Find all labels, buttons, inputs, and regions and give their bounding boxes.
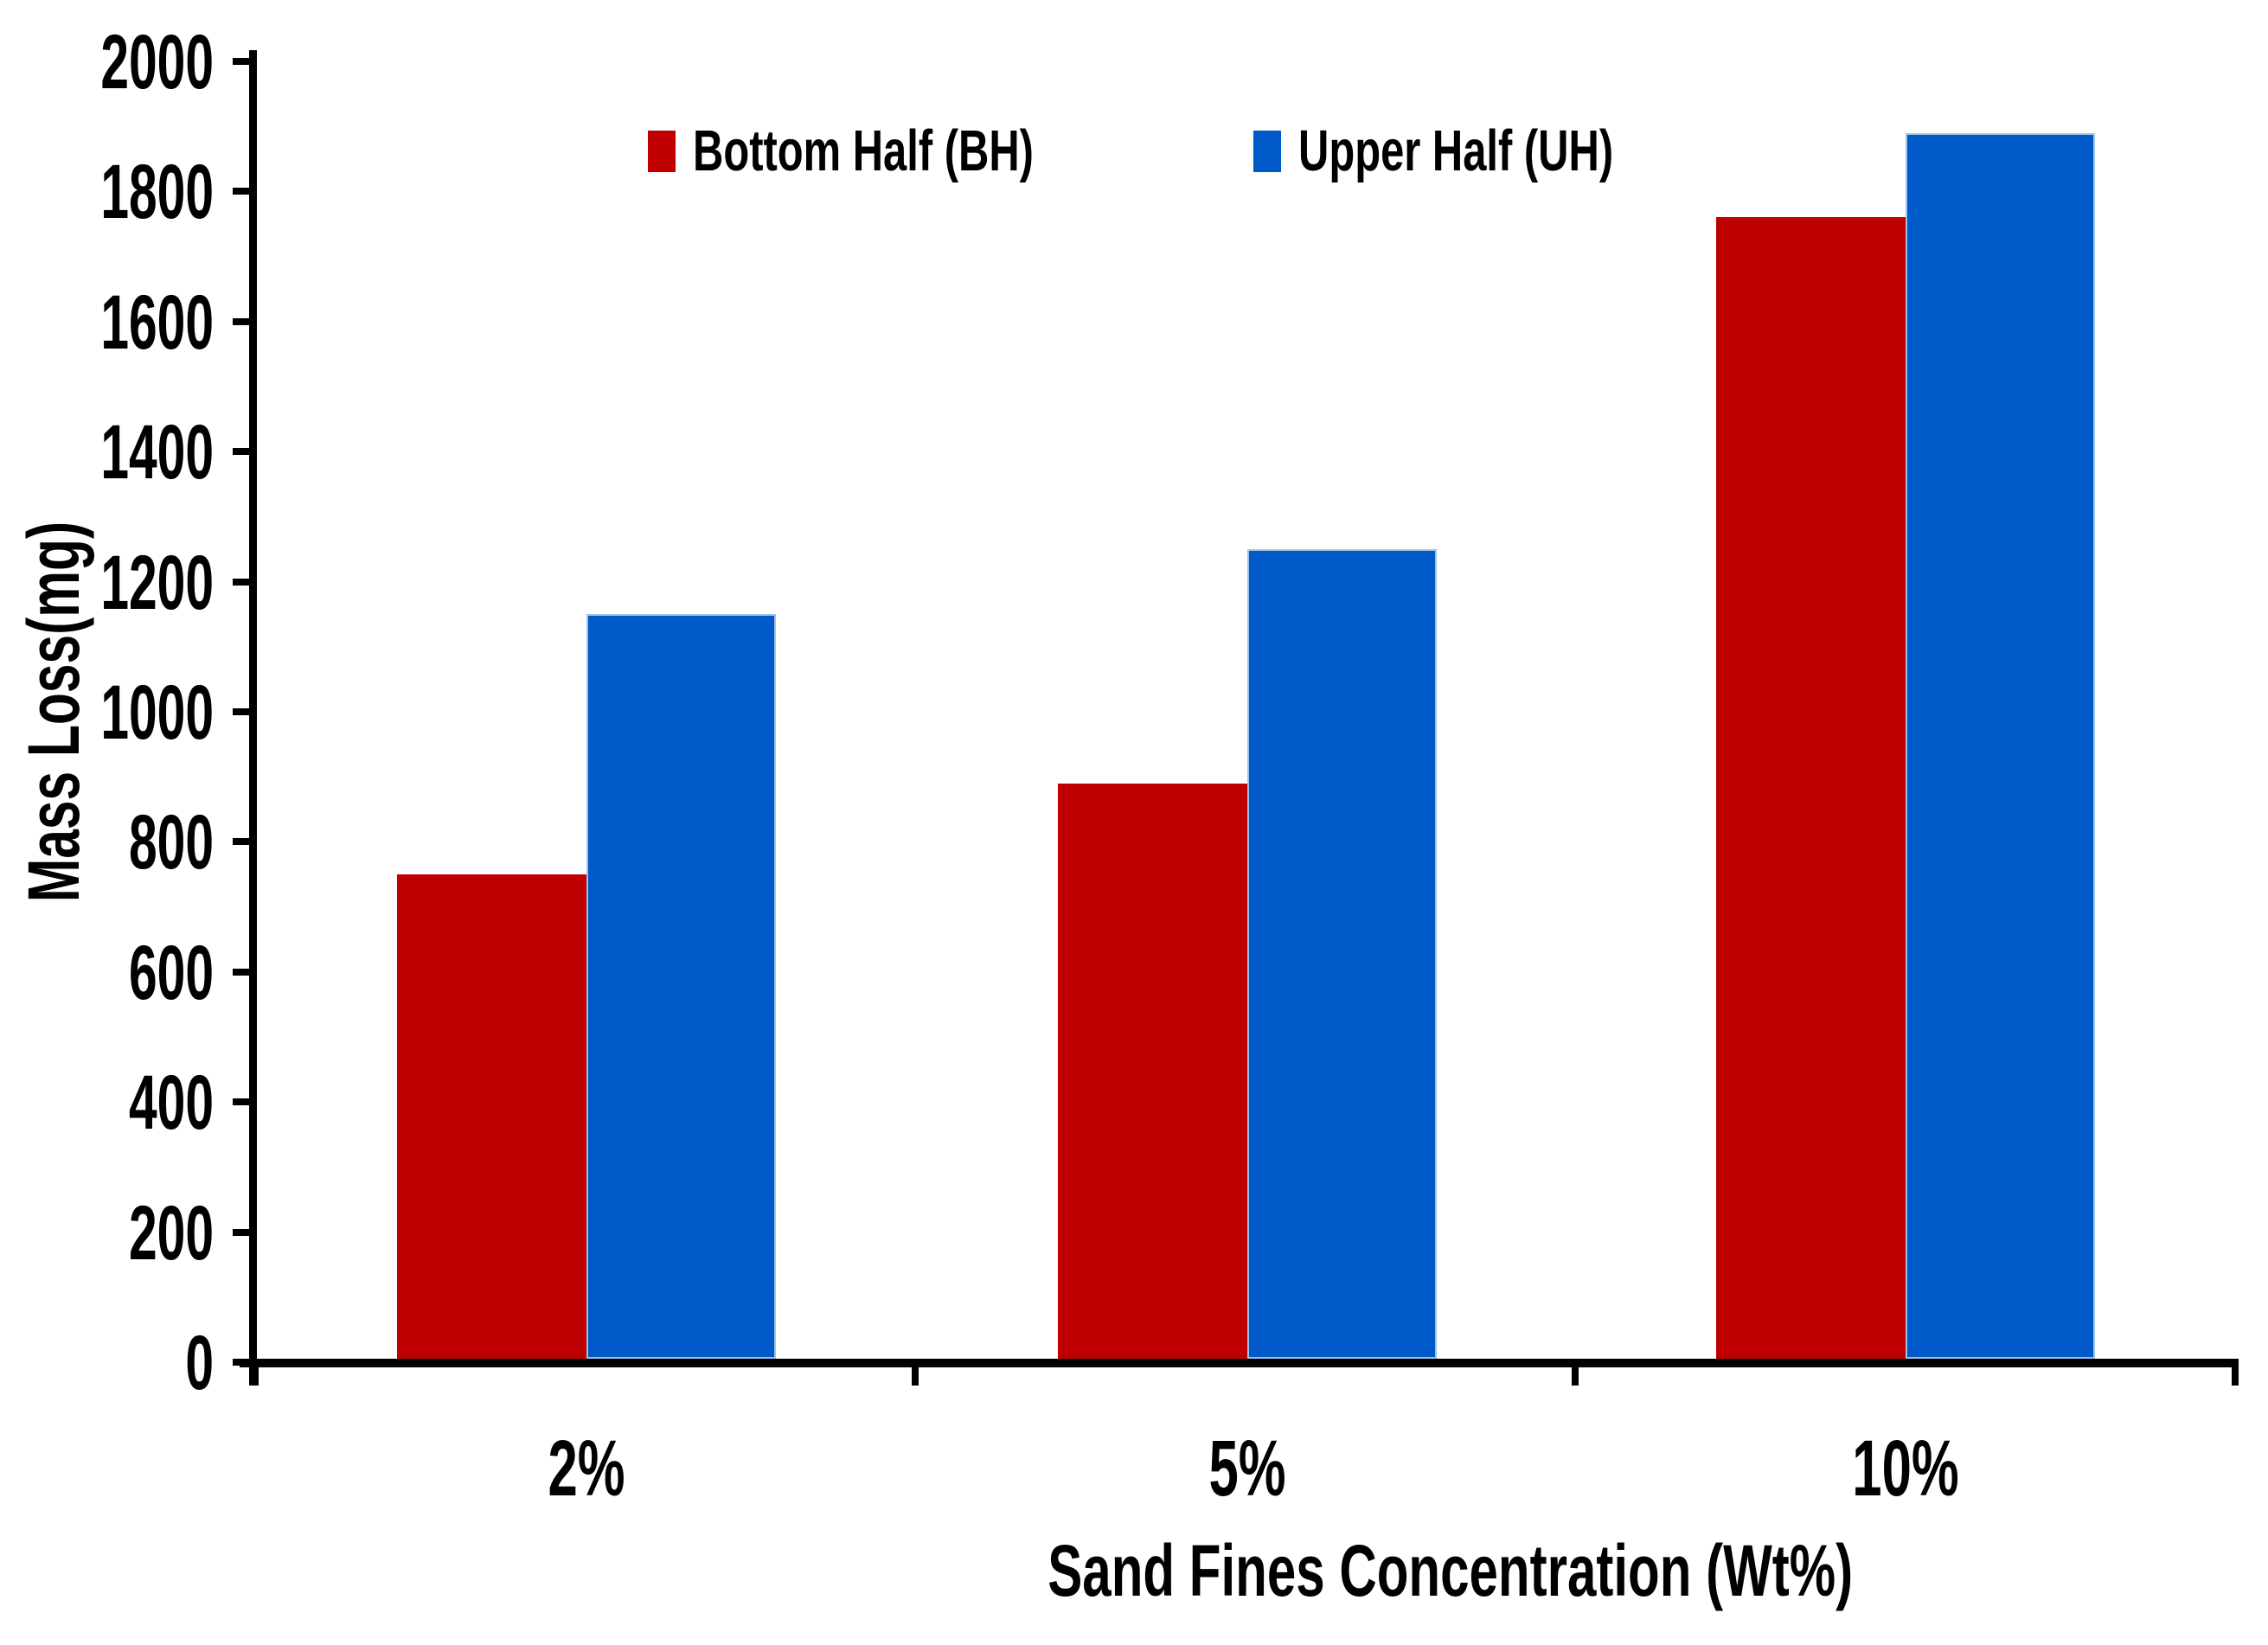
legend-swatch-bottom-half-icon: [648, 131, 676, 172]
x-axis-category-label: 5%: [1208, 1424, 1286, 1513]
legend-label-bottom-half: Bottom Half (BH): [693, 118, 1034, 183]
y-axis-tick: [233, 579, 255, 586]
y-axis-tick-label: 1400: [100, 408, 214, 495]
legend-item-upper-half: Upper Half (UH): [1253, 121, 1730, 182]
y-axis-line: [249, 50, 257, 1386]
legend-label-upper-half: Upper Half (UH): [1297, 118, 1613, 183]
x-axis-tick: [1572, 1359, 1579, 1386]
legend-swatch-upper-half-icon: [1253, 131, 1281, 172]
x-axis-tick: [912, 1359, 919, 1386]
y-axis-tick-label: 1000: [100, 669, 214, 755]
y-axis-tick: [233, 448, 255, 455]
y-axis-tick-label: 0: [185, 1319, 214, 1405]
bar-upper-half-5%: [1247, 549, 1437, 1359]
y-axis-tick: [233, 1098, 255, 1105]
y-axis-tick-label: 1200: [100, 539, 214, 625]
y-axis-tick-label: 1800: [100, 148, 214, 234]
x-axis-category-label: 2%: [548, 1424, 625, 1513]
y-axis-tick: [233, 838, 255, 845]
y-axis-tick: [233, 188, 255, 195]
y-axis-tick-label: 2000: [100, 18, 214, 105]
x-axis-line: [240, 1359, 2238, 1367]
bar-bottom-half-2%: [397, 874, 586, 1359]
y-axis-tick: [233, 58, 255, 65]
y-axis-tick: [233, 708, 255, 715]
bar-upper-half-2%: [586, 614, 776, 1359]
x-axis-tick: [2232, 1359, 2239, 1386]
y-axis-tick: [233, 1229, 255, 1236]
y-axis-tick-label: 1600: [100, 278, 214, 365]
y-axis-tick-label: 800: [128, 798, 214, 885]
bar-bottom-half-5%: [1058, 784, 1247, 1359]
x-axis-title: Sand Fines Concentration (Wt%): [1048, 1530, 1854, 1611]
y-axis-tick: [233, 969, 255, 976]
y-axis-tick: [233, 318, 255, 325]
y-axis-tick-label: 200: [128, 1189, 214, 1276]
x-axis-category-label: 10%: [1852, 1424, 1959, 1513]
y-axis-tick-label: 600: [128, 929, 214, 1015]
bar-upper-half-10%: [1906, 133, 2095, 1359]
bar-bottom-half-10%: [1716, 217, 1906, 1359]
legend-item-bottom-half: Bottom Half (BH): [648, 121, 1160, 182]
legend: Bottom Half (BH) Upper Half (UH): [648, 121, 1729, 182]
y-axis-tick-label: 400: [128, 1059, 214, 1145]
